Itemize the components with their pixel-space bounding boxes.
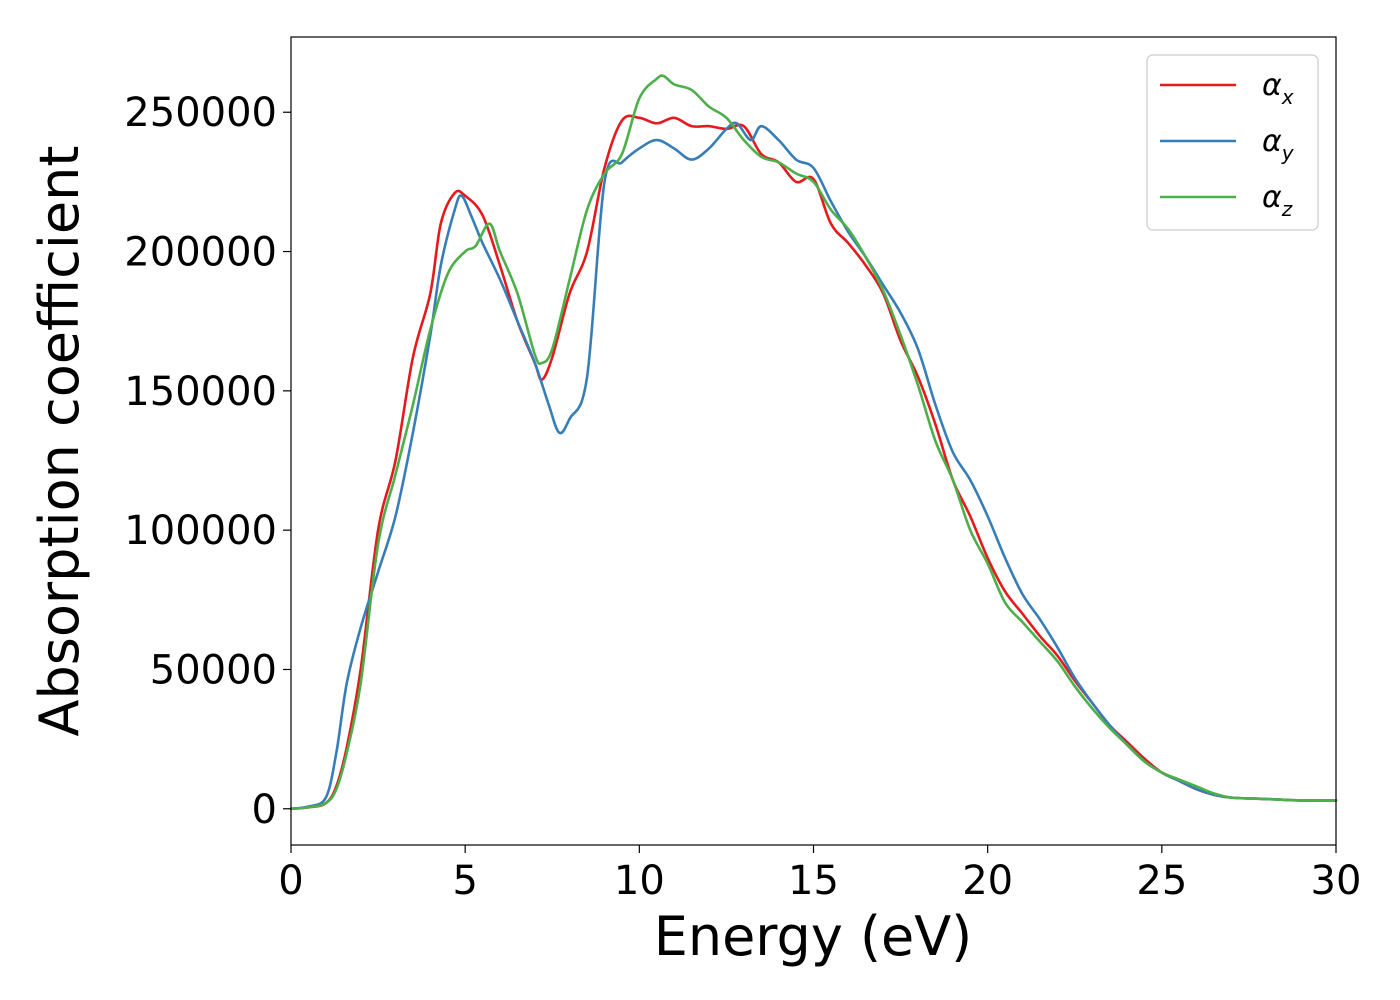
x-axis-title: Energy (eV): [654, 905, 973, 968]
series-layer: [289, 74, 1338, 811]
legend-label-z: αz: [1262, 180, 1293, 221]
legend-label-x: αx: [1262, 68, 1294, 109]
x-tick-label: 5: [452, 858, 477, 904]
x-tick-label: 20: [962, 858, 1013, 904]
x-tick-label: 25: [1136, 858, 1187, 904]
y-tick-label: 100000: [124, 508, 277, 554]
legend-label-y: αy: [1262, 124, 1295, 165]
x-axis: 0 5 10 15 20 25 30: [278, 845, 1361, 904]
x-tick-label: 15: [788, 858, 839, 904]
legend: αx αy αz: [1146, 54, 1319, 231]
y-tick-label: 50000: [150, 647, 277, 693]
series-line-y: [289, 121, 1338, 811]
x-tick-label: 10: [614, 858, 665, 904]
y-tick-label: 150000: [124, 369, 277, 415]
y-tick-label: 200000: [124, 230, 277, 276]
y-axis-title: Absorption coefficient: [28, 146, 91, 737]
y-axis: 0 50000 100000 150000 200000 250000: [124, 90, 291, 833]
x-tick-label: 30: [1311, 858, 1362, 904]
y-tick-label: 250000: [124, 90, 277, 136]
series-line-z: [289, 74, 1338, 811]
legend-box: [1146, 54, 1319, 231]
x-tick-label: 0: [278, 858, 303, 904]
y-tick-label: 0: [252, 787, 277, 833]
